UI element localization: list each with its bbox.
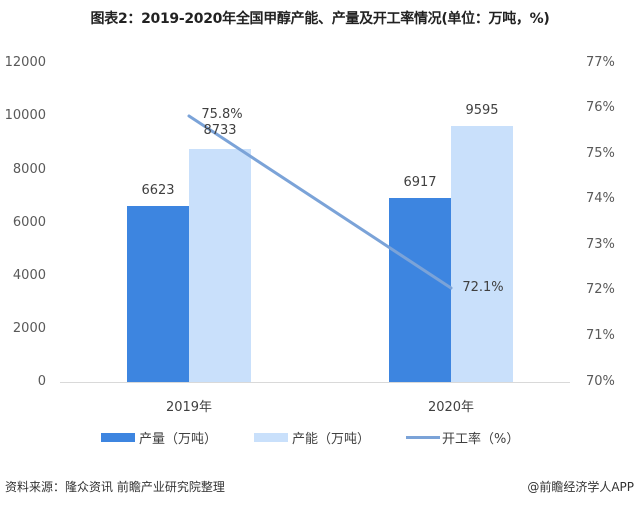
legend-swatch-rate [406, 436, 440, 439]
y-right-tick: 72% [586, 282, 615, 297]
bar-capacity-2020 [451, 126, 513, 382]
label-rate-2019: 75.8% [201, 107, 243, 122]
x-label-2019: 2019年 [165, 400, 213, 415]
y-right-tick: 73% [586, 237, 615, 252]
label-rate-2020: 72.1% [462, 280, 504, 295]
y-right-tick: 75% [586, 146, 615, 161]
legend-capacity: 产能（万吨） [254, 428, 370, 447]
legend-production: 产量（万吨） [101, 428, 217, 447]
legend-label-capacity: 产能（万吨） [292, 432, 371, 447]
y-left-tick: 4000 [12, 268, 46, 283]
y-right-tick: 77% [586, 55, 615, 70]
legend-swatch-production [101, 433, 135, 442]
bar-production-2020 [389, 198, 451, 382]
legend-label-production: 产量（万吨） [139, 432, 218, 447]
x-label-2020: 2020年 [427, 400, 475, 415]
label-production-2019: 6623 [141, 183, 175, 198]
y-left-tick: 12000 [4, 55, 46, 70]
x-axis-line [60, 382, 570, 383]
y-left-tick: 2000 [12, 321, 46, 336]
chart-title: 图表2：2019-2020年全国甲醇产能、产量及开工率情况(单位：万吨，%) [90, 11, 550, 27]
bar-production-2019 [127, 206, 189, 382]
y-right-tick: 70% [586, 374, 615, 389]
source-note: 资料来源：隆众资讯 前瞻产业研究院整理 [5, 480, 225, 494]
legend-swatch-capacity [254, 433, 288, 442]
y-left-tick: 6000 [12, 215, 46, 230]
label-capacity-2020: 9595 [465, 103, 499, 118]
y-right-tick: 76% [586, 100, 615, 115]
y-left-tick: 8000 [12, 162, 46, 177]
y-left-tick: 10000 [4, 108, 46, 123]
y-right-tick: 71% [586, 328, 615, 343]
label-capacity-2019: 8733 [203, 123, 237, 138]
y-right-tick: 74% [586, 191, 615, 206]
y-left-tick: 0 [37, 374, 46, 389]
legend-label-rate: 开工率（%） [442, 432, 520, 447]
credit-note: @前瞻经济学人APP [527, 480, 634, 494]
label-production-2020: 6917 [403, 175, 437, 190]
legend-rate: 开工率（%） [406, 428, 519, 447]
bar-capacity-2019 [189, 149, 251, 382]
